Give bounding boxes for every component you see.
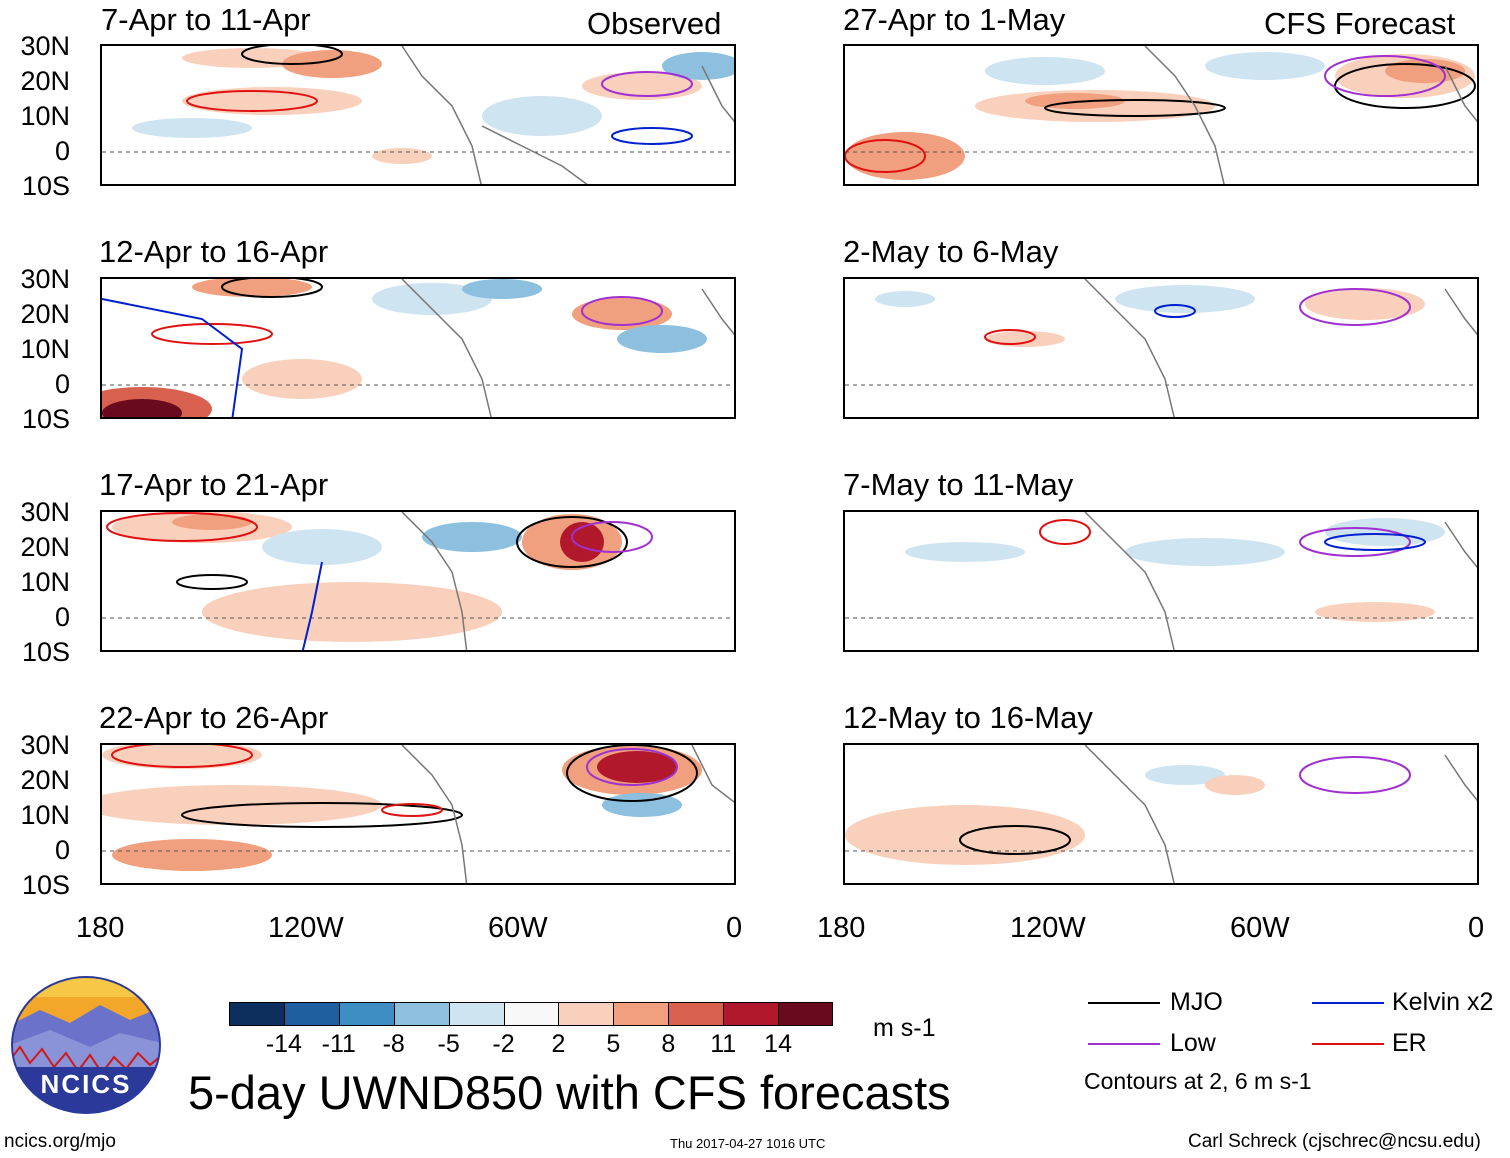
footer-timestamp: Thu 2017-04-27 1016 UTC [670, 1136, 826, 1151]
colorbar-tick-label: -8 [382, 1030, 405, 1058]
lat-label-eq: 0 [54, 835, 70, 865]
lon-label-0-left: 0 [726, 912, 743, 944]
lat-label-eq: 0 [54, 369, 70, 399]
colorbar-tick-label: -11 [321, 1030, 356, 1058]
lat-label-10s: 10S [21, 404, 70, 434]
lat-label-10s: 10S [21, 870, 70, 900]
lon-label-180-left: 180 [76, 912, 125, 944]
lat-label-20n: 20N [20, 765, 70, 795]
legend-line-kelvin [1312, 1002, 1384, 1004]
lat-label-eq: 0 [54, 602, 70, 632]
colorbar-units: m s-1 [873, 1014, 936, 1042]
colorbar-tick-label: 5 [606, 1030, 621, 1058]
panel-title-left-4: 22-Apr to 26-Apr [99, 700, 329, 735]
lat-label-eq: 0 [54, 136, 70, 166]
map-panel-forecast-1 [843, 44, 1479, 186]
lat-label-20n: 20N [20, 532, 70, 562]
lon-label-120w-right: 120W [1010, 912, 1086, 944]
legend-label-kelvin: Kelvin x2 [1392, 988, 1494, 1016]
lon-label-0-right: 0 [1468, 912, 1485, 944]
colorbar-tick-label: -14 [265, 1030, 302, 1058]
lat-label-30n: 30N [20, 730, 70, 760]
map-panel-observed-2 [100, 277, 736, 419]
lat-label-20n: 20N [20, 299, 70, 329]
lat-label-10n: 10N [20, 800, 70, 830]
lon-label-60w-left: 60W [488, 912, 548, 944]
panel-title-right-3: 7-May to 11-May [843, 467, 1074, 502]
legend-line-mjo [1088, 1002, 1160, 1004]
colorbar-tick-label: 14 [764, 1030, 792, 1058]
lat-label-10n: 10N [20, 567, 70, 597]
lat-label-30n: 30N [20, 31, 70, 61]
map-panel-observed-3 [100, 510, 736, 652]
legend-contours-note: Contours at 2, 6 m s-1 [1084, 1068, 1312, 1094]
cfs-forecast-label: CFS Forecast [1264, 6, 1456, 41]
map-panel-observed-4 [100, 743, 736, 885]
lon-label-60w-right: 60W [1230, 912, 1290, 944]
lon-label-180-right: 180 [817, 912, 866, 944]
main-title: 5-day UWND850 with CFS forecasts [188, 1066, 951, 1119]
colorbar-tick-label: 11 [710, 1030, 737, 1058]
map-panel-forecast-3 [843, 510, 1479, 652]
panel-title-left-1: 7-Apr to 11-Apr [101, 2, 311, 37]
lat-label-30n: 30N [20, 497, 70, 527]
footer-url[interactable]: ncics.org/mjo [4, 1131, 116, 1152]
lat-label-30n: 30N [20, 264, 70, 294]
colorbar-tick-label: 2 [551, 1030, 566, 1058]
panel-title-left-2: 12-Apr to 16-Apr [99, 234, 329, 269]
colorbar-tick-label: -2 [492, 1030, 515, 1058]
lat-label-10n: 10N [20, 334, 70, 364]
legend-line-er [1312, 1043, 1384, 1045]
lat-label-10s: 10S [21, 171, 70, 201]
lat-label-20n: 20N [20, 66, 70, 96]
observed-label: Observed [587, 6, 722, 41]
lat-label-10n: 10N [20, 101, 70, 131]
logo-text: NCICS [40, 1069, 132, 1099]
panel-title-right-4: 12-May to 16-May [843, 700, 1093, 735]
colorbar-tick-label: 8 [661, 1030, 676, 1058]
panel-title-left-3: 17-Apr to 21-Apr [99, 467, 329, 502]
footer-author: Carl Schreck (cjschrec@ncsu.edu) [1188, 1131, 1481, 1152]
legend-label-mjo: MJO [1170, 988, 1223, 1016]
map-panel-forecast-2 [843, 277, 1479, 419]
colorbar-border [229, 1002, 833, 1026]
colorbar-tick-label: -5 [437, 1030, 460, 1058]
lat-label-10s: 10S [21, 637, 70, 667]
lon-label-120w-left: 120W [268, 912, 344, 944]
ncics-logo: NCICS [10, 975, 162, 1115]
legend-label-low: Low [1170, 1029, 1216, 1057]
map-panel-observed-1 [100, 44, 736, 186]
legend-label-er: ER [1392, 1029, 1427, 1057]
panel-title-right-1: 27-Apr to 1-May [843, 2, 1066, 37]
map-panel-forecast-4 [843, 743, 1479, 885]
legend-line-low [1088, 1043, 1160, 1045]
panel-title-right-2: 2-May to 6-May [843, 234, 1059, 269]
